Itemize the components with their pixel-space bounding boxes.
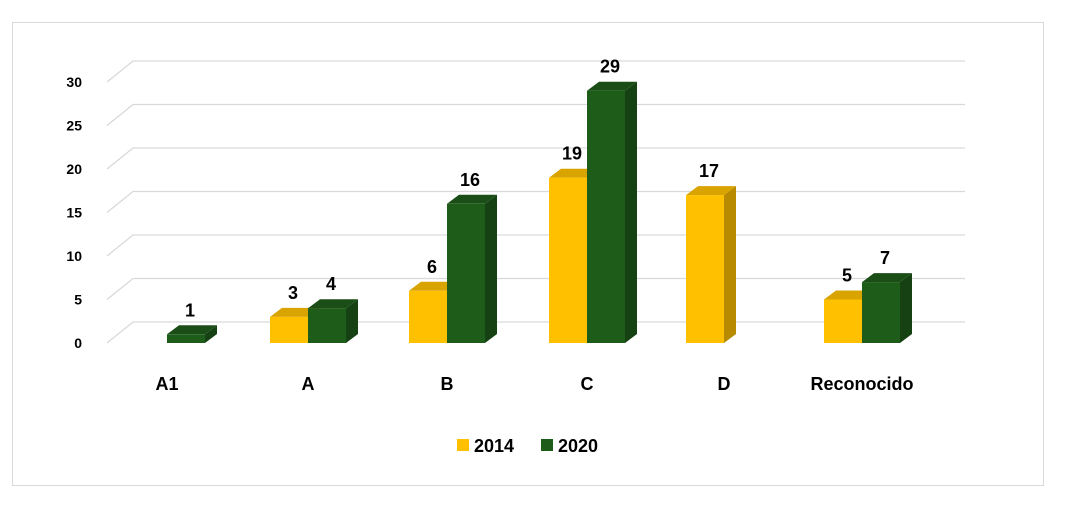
legend-swatch-2014 (457, 439, 469, 451)
y-tick-label: 25 (66, 118, 82, 134)
bar-front (409, 290, 447, 343)
bar-top (270, 307, 320, 317)
data-label: 17 (699, 161, 719, 181)
bar-front (270, 316, 308, 343)
bar-2020 (447, 194, 497, 343)
y-tick-label: 0 (74, 335, 82, 351)
x-tick-label: D (718, 374, 731, 394)
bar-side (625, 81, 637, 343)
y-tick-label: 30 (66, 74, 82, 90)
gridline (106, 190, 965, 214)
bar-top (409, 281, 459, 291)
bar-front (862, 282, 900, 343)
x-tick-label: Reconocido (810, 374, 913, 394)
x-tick-label: A (302, 374, 315, 394)
data-label: 3 (288, 283, 298, 303)
bar-side (724, 186, 736, 343)
data-label: 19 (562, 144, 582, 164)
bar-side (205, 325, 217, 343)
bar-top (447, 194, 497, 204)
data-label: 4 (326, 274, 336, 294)
x-tick-label: A1 (155, 374, 178, 394)
bar-2020 (167, 325, 217, 343)
bar-2014 (686, 186, 736, 343)
bar-front (549, 177, 587, 343)
bar-front (686, 195, 724, 343)
data-label: 29 (600, 57, 620, 77)
y-tick-label: 5 (74, 292, 82, 308)
bar-front (308, 308, 346, 343)
y-tick-label: 10 (66, 248, 82, 264)
y-tick-label: 20 (66, 161, 82, 177)
bar-front (587, 90, 625, 343)
bar-front (447, 203, 485, 343)
bar-top (686, 186, 736, 196)
bar-2020 (587, 81, 637, 343)
x-tick-label: C (581, 374, 594, 394)
chart-frame (12, 22, 1044, 486)
data-label: 6 (427, 257, 437, 277)
data-label: 1 (185, 300, 195, 320)
y-tick-label: 15 (66, 205, 82, 221)
gridline (106, 234, 965, 257)
legend-label-2020: 2020 (558, 436, 598, 456)
data-label: 5 (842, 266, 852, 286)
data-label: 16 (460, 170, 480, 190)
x-tick-label: B (441, 374, 454, 394)
gridline (106, 103, 965, 127)
bar-top (824, 290, 874, 300)
gridline (106, 60, 965, 83)
bar-side (346, 299, 358, 343)
bar-side (900, 273, 912, 343)
bar-top (862, 273, 912, 283)
bar-side (485, 194, 497, 343)
bar-top (587, 81, 637, 91)
bar-front (167, 334, 205, 343)
legend-swatch-2020 (541, 439, 553, 451)
bar-top (308, 299, 358, 309)
bar-2020 (308, 299, 358, 343)
gridline (106, 147, 965, 170)
bar-top (167, 325, 217, 335)
legend-label-2014: 2014 (474, 436, 514, 456)
data-label: 7 (880, 248, 890, 268)
bar-top (549, 168, 599, 178)
bar-2020 (862, 273, 912, 343)
bar-front (824, 299, 862, 343)
